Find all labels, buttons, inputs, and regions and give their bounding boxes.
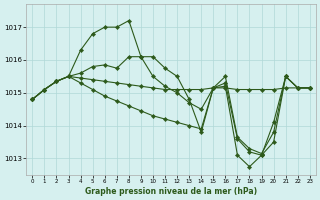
- X-axis label: Graphe pression niveau de la mer (hPa): Graphe pression niveau de la mer (hPa): [85, 187, 257, 196]
